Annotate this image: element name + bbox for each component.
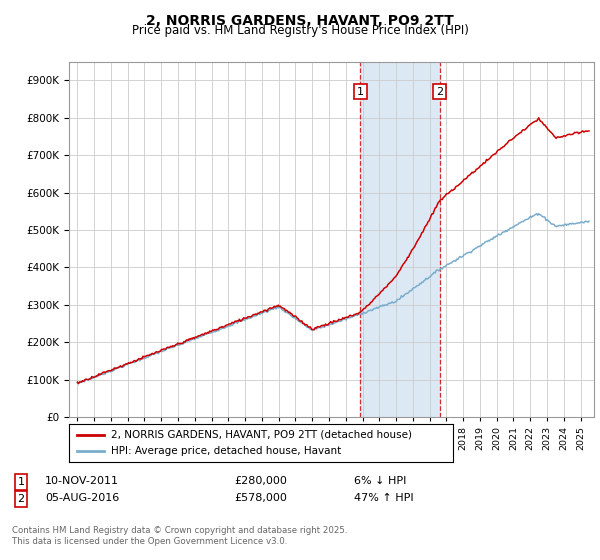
Text: 2, NORRIS GARDENS, HAVANT, PO9 2TT: 2, NORRIS GARDENS, HAVANT, PO9 2TT [146,14,454,28]
Text: £280,000: £280,000 [234,476,287,486]
Text: 05-AUG-2016: 05-AUG-2016 [45,493,119,503]
Text: 2: 2 [436,87,443,96]
Text: Price paid vs. HM Land Registry's House Price Index (HPI): Price paid vs. HM Land Registry's House … [131,24,469,36]
Text: 47% ↑ HPI: 47% ↑ HPI [354,493,413,503]
Text: 1: 1 [17,477,25,487]
Text: 6% ↓ HPI: 6% ↓ HPI [354,476,406,486]
Text: 2: 2 [17,494,25,504]
Text: Contains HM Land Registry data © Crown copyright and database right 2025.
This d: Contains HM Land Registry data © Crown c… [12,526,347,546]
Bar [361,62,440,417]
Text: 2, NORRIS GARDENS, HAVANT, PO9 2TT (detached house): 2, NORRIS GARDENS, HAVANT, PO9 2TT (deta… [111,430,412,440]
Text: 10-NOV-2011: 10-NOV-2011 [45,476,119,486]
Text: 1: 1 [357,87,364,96]
Text: £578,000: £578,000 [234,493,287,503]
Text: HPI: Average price, detached house, Havant: HPI: Average price, detached house, Hava… [111,446,341,456]
